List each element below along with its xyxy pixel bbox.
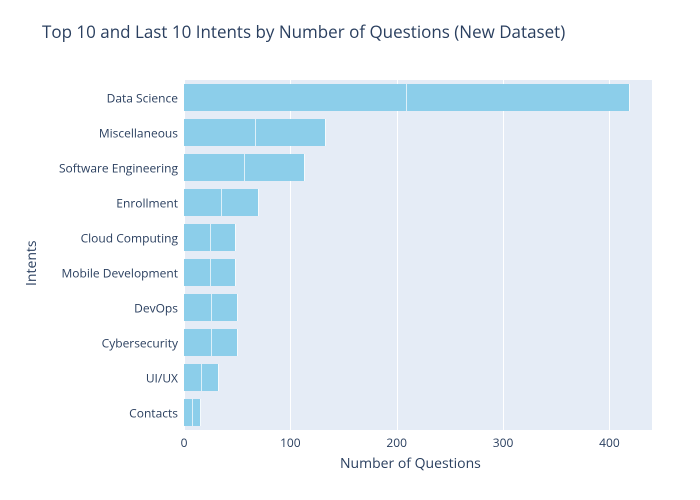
y-tick-label: Miscellaneous — [99, 124, 184, 141]
bar-segment-divider — [244, 154, 245, 180]
bar-segment-divider — [211, 294, 212, 320]
x-gridline — [609, 80, 610, 430]
chart-container: Top 10 and Last 10 Intents by Number of … — [0, 0, 700, 500]
chart-title: Top 10 and Last 10 Intents by Number of … — [42, 20, 565, 43]
x-axis-label: Number of Questions — [340, 454, 481, 473]
bar — [184, 154, 305, 180]
bar-segment-divider — [406, 84, 407, 110]
bar-segment-divider — [255, 119, 256, 145]
bar — [184, 294, 238, 320]
bar — [184, 119, 326, 145]
bar — [184, 224, 236, 250]
x-tick-label: 200 — [386, 430, 407, 451]
y-tick-label: UI/UX — [146, 369, 184, 386]
bar-segment-divider — [201, 364, 202, 390]
y-tick-label: Cybersecurity — [102, 334, 184, 351]
y-tick-label: Enrollment — [116, 194, 184, 211]
bar-segment-divider — [192, 399, 193, 425]
bar — [184, 399, 201, 425]
y-tick-label: DevOps — [134, 299, 184, 316]
bar-segment-divider — [210, 259, 211, 285]
y-tick-label: Software Engineering — [59, 159, 184, 176]
bar — [184, 364, 219, 390]
plot-area: 0100200300400Data ScienceMiscellaneousSo… — [184, 80, 652, 430]
y-axis-label: Intents — [22, 240, 41, 286]
x-tick-label: 400 — [599, 430, 620, 451]
bar-segment-divider — [221, 189, 222, 215]
bar — [184, 84, 630, 110]
x-tick-label: 100 — [280, 430, 301, 451]
y-tick-label: Contacts — [129, 404, 184, 421]
bar-segment-divider — [210, 224, 211, 250]
y-tick-label: Cloud Computing — [81, 229, 184, 246]
x-tick-label: 0 — [181, 430, 188, 451]
x-gridline — [503, 80, 504, 430]
x-tick-label: 300 — [493, 430, 514, 451]
bar-segment-divider — [211, 329, 212, 355]
y-tick-label: Data Science — [107, 89, 184, 106]
bar — [184, 189, 259, 215]
y-tick-label: Mobile Development — [61, 264, 184, 281]
x-gridline — [397, 80, 398, 430]
bar — [184, 329, 238, 355]
bar — [184, 259, 236, 285]
